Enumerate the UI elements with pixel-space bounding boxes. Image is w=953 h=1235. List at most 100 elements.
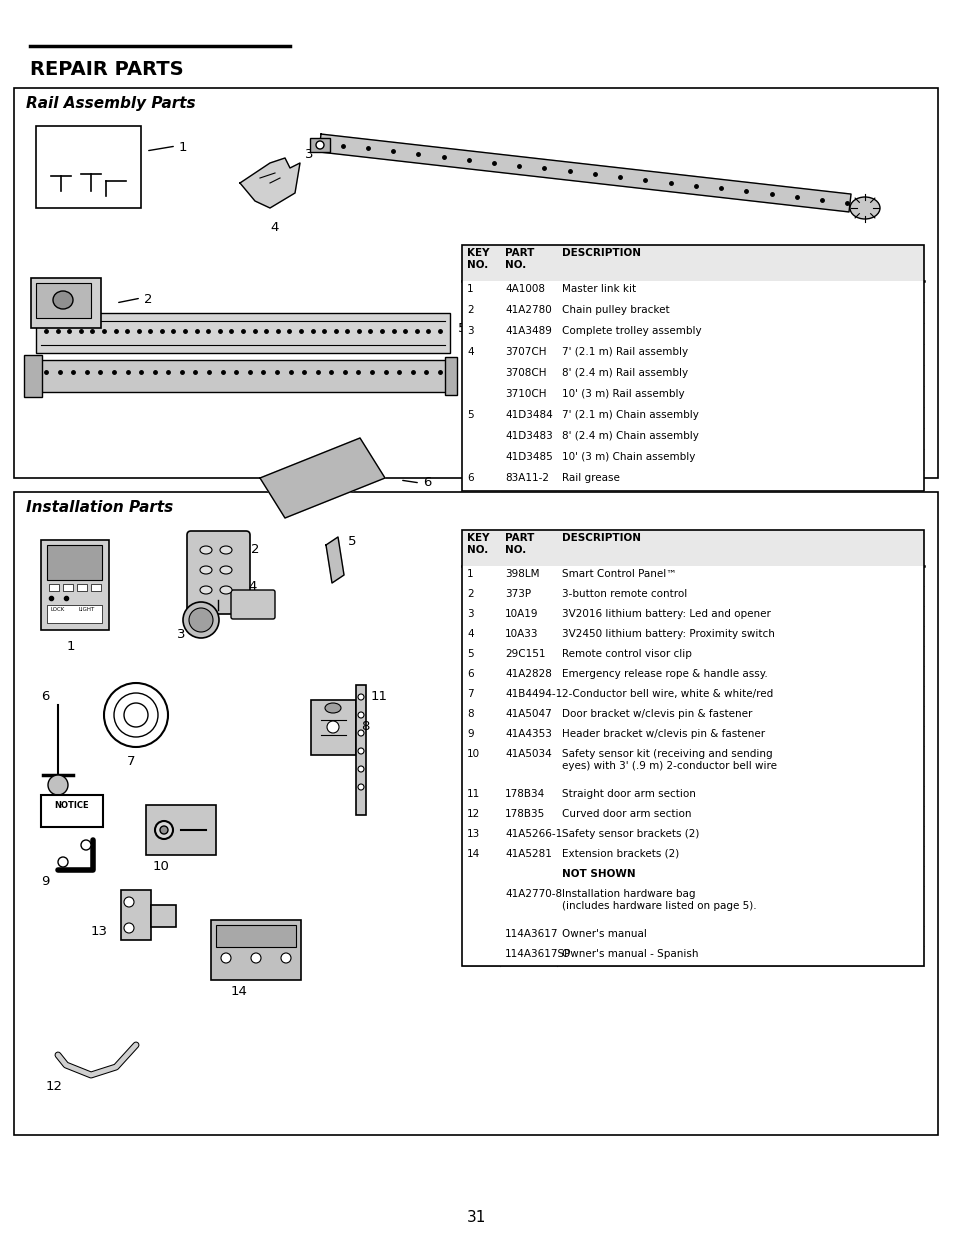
Text: Installation hardware bag
(includes hardware listed on page 5).: Installation hardware bag (includes hard…	[561, 889, 756, 911]
Text: 3: 3	[467, 609, 473, 619]
Text: 1: 1	[179, 141, 188, 154]
Text: 3710CH: 3710CH	[504, 389, 546, 399]
Text: 10A33: 10A33	[504, 629, 537, 638]
Text: NOTICE: NOTICE	[54, 802, 90, 810]
Text: 10A19: 10A19	[504, 609, 537, 619]
Text: Installation Parts: Installation Parts	[26, 500, 173, 515]
Bar	[30, 278, 101, 329]
Text: 5: 5	[467, 650, 473, 659]
Bar	[461, 706, 923, 726]
Bar	[461, 530, 923, 566]
Text: 4A1008: 4A1008	[504, 284, 544, 294]
Text: 373P: 373P	[504, 589, 531, 599]
Circle shape	[327, 721, 338, 734]
Ellipse shape	[220, 585, 232, 594]
Text: 41A2780: 41A2780	[504, 305, 551, 315]
Bar	[461, 926, 923, 946]
Text: 83A11-2: 83A11-2	[504, 473, 548, 483]
Circle shape	[183, 601, 219, 638]
Text: 5: 5	[457, 321, 466, 335]
Text: LOCK: LOCK	[51, 606, 65, 613]
Text: 6: 6	[422, 475, 431, 489]
Text: DESCRIPTION: DESCRIPTION	[561, 248, 640, 258]
Circle shape	[48, 776, 68, 795]
Text: Smart Control Panel™: Smart Control Panel™	[561, 569, 676, 579]
Text: Rail grease: Rail grease	[561, 473, 619, 483]
Text: 12: 12	[467, 809, 479, 819]
Bar	[24, 354, 42, 396]
Text: 13: 13	[91, 925, 108, 939]
Bar	[461, 585, 923, 606]
Text: PART
NO.: PART NO.	[504, 248, 534, 269]
Bar	[461, 846, 923, 866]
Text: 3: 3	[305, 148, 314, 161]
FancyBboxPatch shape	[187, 531, 250, 614]
Bar	[461, 806, 923, 826]
Bar	[461, 303, 923, 324]
Circle shape	[251, 953, 261, 963]
Ellipse shape	[220, 546, 232, 555]
Text: 6: 6	[41, 690, 50, 703]
Text: Complete trolley assembly: Complete trolley assembly	[561, 326, 700, 336]
Bar	[63, 584, 73, 592]
Bar	[461, 471, 923, 492]
Bar	[355, 685, 366, 815]
Bar	[77, 584, 87, 592]
Text: 41A2828: 41A2828	[504, 669, 551, 679]
Text: 3V2016 lithium battery: Led and opener: 3V2016 lithium battery: Led and opener	[561, 609, 770, 619]
Text: KEY
NO.: KEY NO.	[467, 534, 489, 555]
Bar	[41, 540, 109, 630]
Circle shape	[189, 608, 213, 632]
Bar	[461, 666, 923, 685]
Bar	[14, 492, 937, 1135]
Text: 7' (2.1 m) Rail assembly: 7' (2.1 m) Rail assembly	[561, 347, 687, 357]
Text: REPAIR PARTS: REPAIR PARTS	[30, 61, 183, 79]
Bar	[461, 245, 923, 282]
Bar	[151, 905, 175, 927]
Bar	[461, 387, 923, 408]
Ellipse shape	[325, 703, 340, 713]
Text: 5: 5	[348, 535, 356, 548]
Text: 4: 4	[467, 347, 473, 357]
Text: Master link kit: Master link kit	[561, 284, 636, 294]
Text: Owner's manual: Owner's manual	[561, 929, 646, 939]
Text: 8: 8	[467, 709, 473, 719]
Text: 11: 11	[467, 789, 479, 799]
Text: 3: 3	[176, 629, 185, 641]
Bar	[461, 866, 923, 885]
Text: PART
NO.: PART NO.	[504, 534, 534, 555]
Text: Extension brackets (2): Extension brackets (2)	[561, 848, 679, 860]
Text: 3708CH: 3708CH	[504, 368, 546, 378]
Text: 10' (3 m) Chain assembly: 10' (3 m) Chain assembly	[561, 452, 695, 462]
Bar	[461, 746, 923, 785]
Circle shape	[357, 784, 364, 790]
Text: 29C151: 29C151	[504, 650, 545, 659]
Bar	[36, 312, 450, 353]
Ellipse shape	[220, 566, 232, 574]
Text: NOT SHOWN: NOT SHOWN	[561, 869, 635, 879]
Bar	[146, 805, 215, 855]
Circle shape	[221, 953, 231, 963]
Text: 4: 4	[467, 629, 473, 638]
Text: 41A3489: 41A3489	[504, 326, 551, 336]
Bar	[461, 450, 923, 471]
Text: 398LM: 398LM	[504, 569, 539, 579]
Bar	[461, 245, 923, 492]
Text: 1: 1	[467, 284, 473, 294]
Text: 13: 13	[467, 829, 479, 839]
Text: 9: 9	[41, 876, 50, 888]
Bar	[311, 700, 355, 755]
Ellipse shape	[200, 546, 212, 555]
Text: 10' (3 m) Rail assembly: 10' (3 m) Rail assembly	[561, 389, 684, 399]
Text: Remote control visor clip: Remote control visor clip	[561, 650, 691, 659]
Text: 31: 31	[467, 1210, 486, 1225]
Text: 2-Conductor bell wire, white & white/red: 2-Conductor bell wire, white & white/red	[561, 689, 773, 699]
Text: 3V2450 lithium battery: Proximity switch: 3V2450 lithium battery: Proximity switch	[561, 629, 774, 638]
Text: 41A5047: 41A5047	[504, 709, 551, 719]
Text: 4: 4	[270, 221, 278, 233]
Text: 7' (2.1 m) Chain assembly: 7' (2.1 m) Chain assembly	[561, 410, 699, 420]
Bar	[461, 366, 923, 387]
Text: 2: 2	[467, 589, 473, 599]
Text: 2: 2	[144, 293, 152, 306]
Circle shape	[357, 694, 364, 700]
